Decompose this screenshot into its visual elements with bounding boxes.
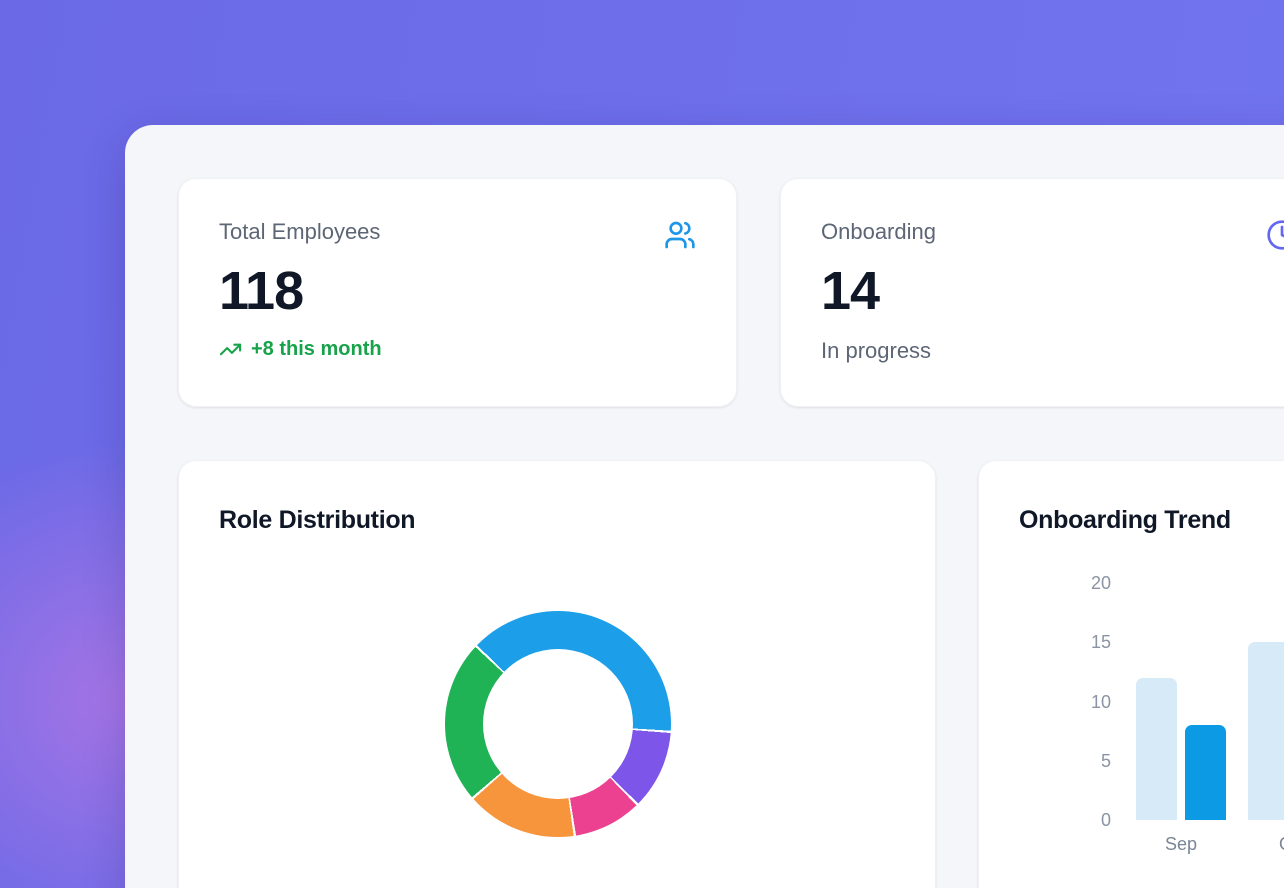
stat-card-label: Onboarding <box>821 219 936 244</box>
y-tick-label: 10 <box>1090 691 1111 712</box>
x-tick-label: Oct <box>1248 834 1284 855</box>
stat-card-header: Total Employees <box>219 219 696 251</box>
stat-card-label: Total Employees <box>219 219 381 244</box>
trending-up-icon <box>219 338 242 361</box>
clock-icon <box>1266 219 1284 251</box>
stat-card-delta: +8 this month <box>219 338 696 361</box>
role-distribution-card: Role Distribution <box>178 460 936 888</box>
bar-chart: 20 15 10 5 0 Sep Oct <box>979 461 1284 888</box>
onboarding-trend-card: Onboarding Trend 20 15 10 5 0 Sep Oct <box>978 460 1284 888</box>
stat-card-onboarding: Onboarding 14 In progress <box>780 178 1284 407</box>
y-tick-label: 0 <box>1100 810 1111 830</box>
y-tick-label: 15 <box>1090 632 1111 653</box>
stat-card-value: 14 <box>821 261 880 321</box>
stat-card-value: 118 <box>219 261 304 321</box>
donut-hole <box>483 649 633 799</box>
chart-title: Onboarding Trend <box>1019 506 1231 534</box>
bar-light-oct <box>1248 642 1284 820</box>
users-icon <box>664 219 696 251</box>
dashboard-panel: Total Employees 118 <box>125 125 1284 888</box>
y-tick-label: 5 <box>1100 750 1111 771</box>
stat-card-header: Onboarding <box>821 219 1284 251</box>
x-tick-label: Sep <box>1164 834 1198 854</box>
donut-chart <box>445 611 671 837</box>
bar-dark-sep <box>1185 725 1226 820</box>
stat-card-subtext: In progress <box>821 337 932 363</box>
stat-card-delta-text: +8 this month <box>251 337 382 360</box>
stat-card-total-employees: Total Employees 118 <box>178 178 737 407</box>
bar-light-sep <box>1136 677 1177 820</box>
y-tick-label: 20 <box>1090 573 1111 593</box>
chart-title: Role Distribution <box>219 506 416 534</box>
